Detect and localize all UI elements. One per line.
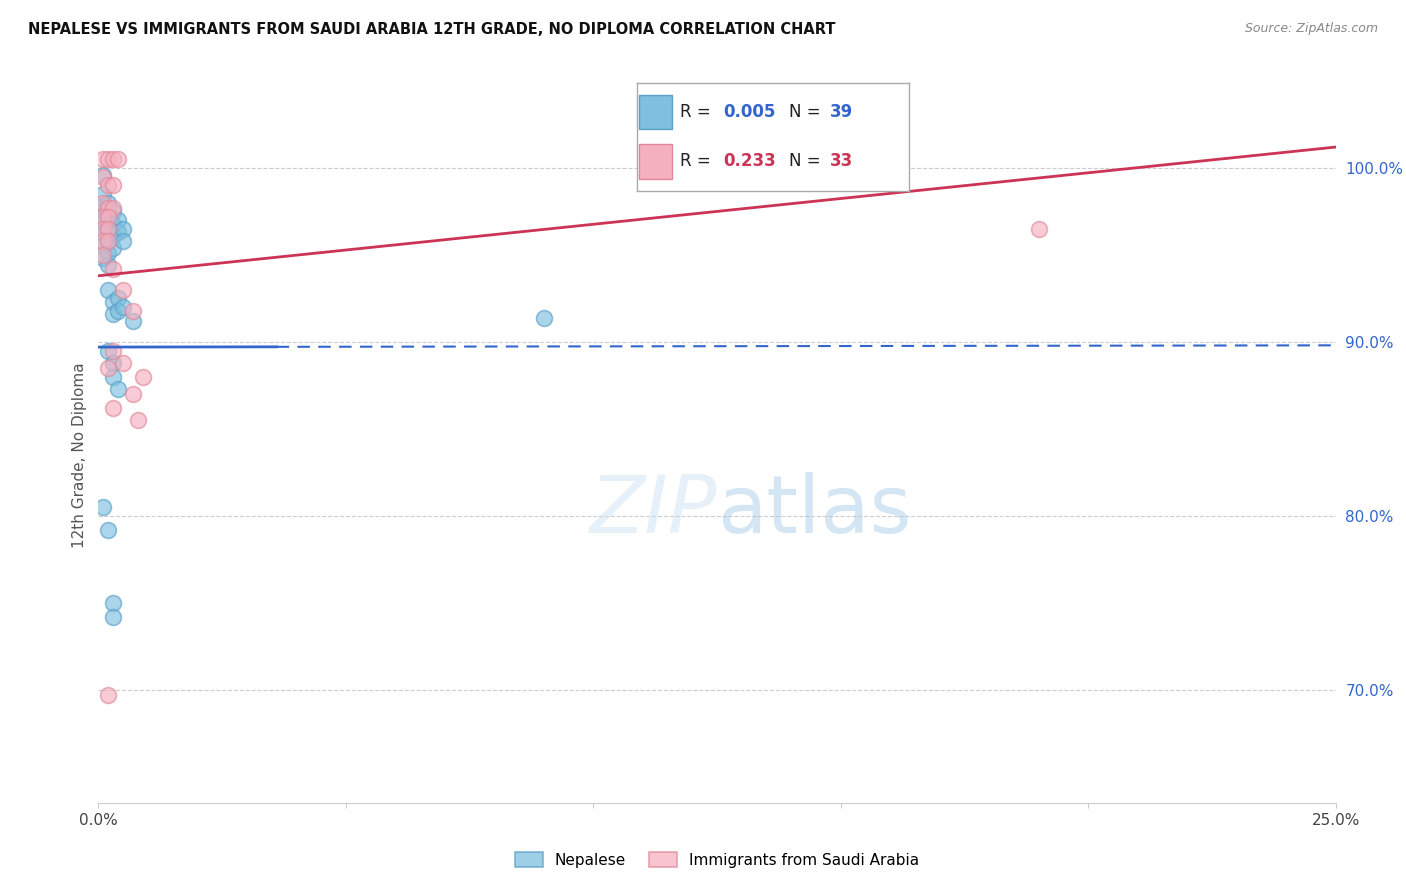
Text: 39: 39 bbox=[830, 103, 853, 120]
Point bbox=[93, 169, 115, 184]
Point bbox=[112, 222, 135, 236]
Point bbox=[87, 204, 110, 219]
Point bbox=[132, 369, 155, 384]
Point bbox=[103, 596, 125, 610]
Point bbox=[97, 210, 120, 224]
FancyBboxPatch shape bbox=[640, 145, 672, 178]
Point bbox=[97, 210, 120, 224]
Point bbox=[97, 523, 120, 537]
Point bbox=[107, 303, 129, 318]
FancyBboxPatch shape bbox=[640, 95, 672, 129]
Point bbox=[127, 413, 149, 427]
Text: Source: ZipAtlas.com: Source: ZipAtlas.com bbox=[1244, 22, 1378, 36]
Point bbox=[103, 178, 125, 193]
Point bbox=[93, 248, 115, 262]
Point bbox=[93, 152, 115, 166]
Point bbox=[103, 204, 125, 219]
Point bbox=[103, 369, 125, 384]
Text: N =: N = bbox=[789, 103, 825, 120]
Point bbox=[93, 500, 115, 514]
Point bbox=[97, 222, 120, 236]
Text: R =: R = bbox=[681, 103, 716, 120]
Point bbox=[107, 382, 129, 396]
Point bbox=[97, 201, 120, 215]
Point bbox=[97, 234, 120, 248]
Point bbox=[97, 152, 120, 166]
Point bbox=[103, 217, 125, 231]
Point bbox=[103, 343, 125, 358]
Point bbox=[112, 356, 135, 370]
Point bbox=[97, 343, 120, 358]
Text: R =: R = bbox=[681, 153, 716, 170]
Point bbox=[97, 258, 120, 272]
Text: N =: N = bbox=[789, 153, 825, 170]
Point bbox=[97, 688, 120, 702]
Point bbox=[93, 168, 115, 182]
Text: 0.233: 0.233 bbox=[724, 153, 776, 170]
Point bbox=[103, 152, 125, 166]
Point bbox=[107, 225, 129, 239]
Point bbox=[103, 201, 125, 215]
Point bbox=[112, 300, 135, 314]
Point bbox=[93, 210, 115, 224]
Point bbox=[93, 252, 115, 266]
Point bbox=[103, 261, 125, 276]
Point bbox=[107, 291, 129, 305]
Text: atlas: atlas bbox=[717, 472, 911, 549]
Y-axis label: 12th Grade, No Diploma: 12th Grade, No Diploma bbox=[72, 362, 87, 548]
Text: 0.005: 0.005 bbox=[724, 103, 776, 120]
Legend: Nepalese, Immigrants from Saudi Arabia: Nepalese, Immigrants from Saudi Arabia bbox=[508, 844, 927, 875]
Point bbox=[97, 246, 120, 260]
Point bbox=[103, 241, 125, 255]
Point bbox=[112, 283, 135, 297]
Point bbox=[93, 222, 115, 236]
Point bbox=[97, 222, 120, 236]
Point bbox=[122, 303, 145, 318]
Point bbox=[103, 294, 125, 309]
Point bbox=[103, 401, 125, 415]
Point bbox=[93, 199, 115, 213]
Point bbox=[107, 213, 129, 227]
Point bbox=[97, 283, 120, 297]
Point bbox=[533, 310, 555, 325]
Point bbox=[107, 152, 129, 166]
Text: NEPALESE VS IMMIGRANTS FROM SAUDI ARABIA 12TH GRADE, NO DIPLOMA CORRELATION CHAR: NEPALESE VS IMMIGRANTS FROM SAUDI ARABIA… bbox=[28, 22, 835, 37]
Point bbox=[87, 217, 110, 231]
Point bbox=[1028, 222, 1050, 236]
Point bbox=[103, 228, 125, 243]
Text: 33: 33 bbox=[830, 153, 853, 170]
Point bbox=[103, 609, 125, 624]
Point bbox=[112, 234, 135, 248]
Point bbox=[97, 178, 120, 193]
Point bbox=[97, 360, 120, 375]
Point bbox=[93, 213, 115, 227]
Point bbox=[93, 239, 115, 253]
Point bbox=[93, 234, 115, 248]
Point bbox=[93, 225, 115, 239]
Point bbox=[93, 187, 115, 202]
Point bbox=[122, 387, 145, 401]
Point bbox=[93, 195, 115, 210]
Point bbox=[97, 195, 120, 210]
Point bbox=[97, 234, 120, 248]
Text: ZIP: ZIP bbox=[589, 472, 717, 549]
Point bbox=[103, 356, 125, 370]
Point bbox=[122, 314, 145, 328]
Point bbox=[103, 307, 125, 321]
